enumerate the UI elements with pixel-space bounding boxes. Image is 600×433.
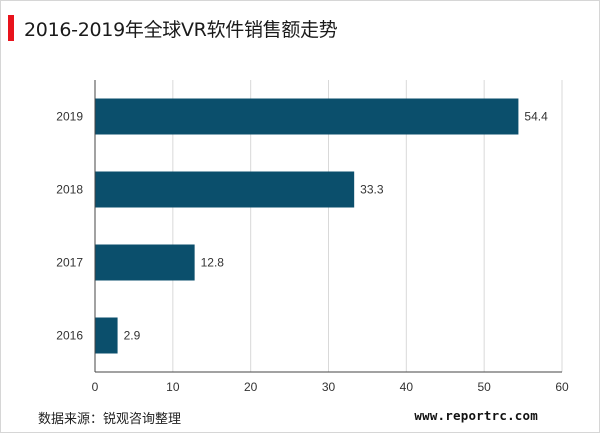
y-tick-label: 2018 [56,183,83,197]
x-tick-label: 10 [166,380,180,394]
title-accent-bar [8,15,14,41]
y-tick-label: 2019 [56,110,83,124]
x-tick-label: 60 [555,380,569,394]
title-row: 2016-2019年全球VR软件销售额走势 [8,14,338,42]
bar [95,98,519,135]
data-label: 54.4 [524,110,548,124]
bar [95,244,195,281]
data-label: 2.9 [124,329,141,343]
axes [94,80,562,373]
y-tick-label: 2017 [56,256,83,270]
y-tick-label: 2016 [56,329,83,343]
x-tick-label: 40 [400,380,414,394]
x-tick-label: 0 [92,380,99,394]
labels: 0 10 20 30 40 50 60 2019 54.4 2018 33.3 2017 12.8 201… [56,110,569,395]
footer: 数据来源：锐观咨询整理 www.reportrc.com [0,408,600,428]
website-url: www.reportrc.com [414,408,538,423]
x-tick-label: 30 [322,380,336,394]
chart-title: 2016-2019年全球VR软件销售额走势 [24,18,338,41]
bars [95,98,519,354]
bar [95,317,118,354]
data-label: 12.8 [201,256,225,270]
x-tick-label: 20 [244,380,258,394]
data-label: 33.3 [360,183,384,197]
data-source: 数据来源：锐观咨询整理 [38,412,182,427]
x-tick-label: 50 [477,380,491,394]
bar [95,171,355,208]
